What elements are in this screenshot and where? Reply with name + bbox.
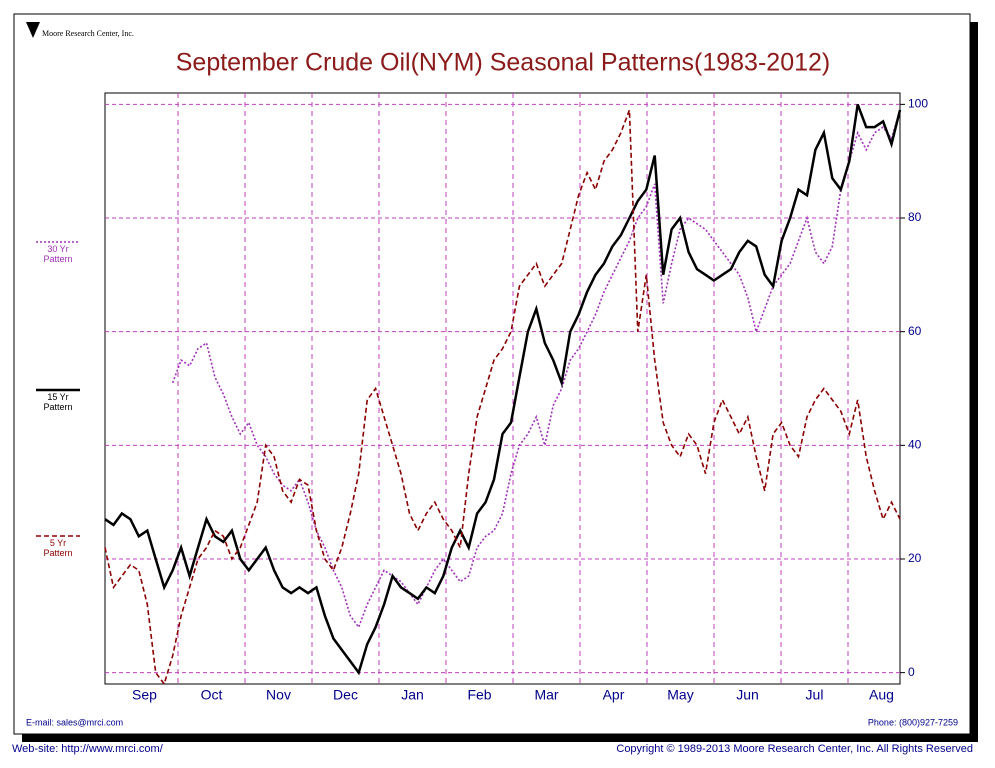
x-tick-label: Dec (333, 687, 358, 703)
plot-area (104, 92, 901, 685)
x-tick-label: Apr (603, 687, 625, 703)
y-tick-label: 40 (908, 437, 922, 451)
x-tick-label: Jul (806, 687, 824, 703)
logo: Moore Research Center, Inc. (42, 29, 134, 38)
series-line (104, 103, 902, 676)
x-tick-label: Mar (534, 687, 558, 703)
y-tick-label: 20 (908, 551, 922, 565)
x-tick-label: Nov (266, 687, 291, 703)
y-tick-label: 60 (908, 324, 922, 338)
y-tick-label: 100 (908, 97, 928, 111)
series-line (171, 109, 901, 629)
website: Web-site: http://www.mrci.com/ (12, 743, 164, 755)
legend-label: 15 Yr Pattern (43, 392, 73, 412)
x-tick-label: Feb (467, 687, 491, 703)
legend-label: 30 Yr Pattern (43, 244, 73, 264)
email: E-mail: sales@mrci.com (26, 717, 123, 727)
legend-label: 5 Yr Pattern (43, 538, 73, 558)
x-tick-label: May (667, 687, 693, 703)
logo-icon (26, 22, 40, 38)
x-tick-label: Jan (401, 687, 424, 703)
chart-title: September Crude Oil(NYM) Seasonal Patter… (176, 49, 830, 77)
y-tick-label: 0 (908, 665, 915, 679)
series-line (104, 109, 901, 686)
copyright: Copyright © 1989-2013 Moore Research Cen… (616, 743, 973, 755)
frame (13, 13, 971, 735)
x-tick-label: Aug (869, 687, 894, 703)
y-tick-label: 80 (908, 210, 922, 224)
x-tick-label: Oct (201, 687, 223, 703)
x-tick-label: Sep (132, 687, 157, 703)
phone: Phone: (800)927-7259 (868, 717, 958, 727)
x-tick-label: Jun (736, 687, 759, 703)
